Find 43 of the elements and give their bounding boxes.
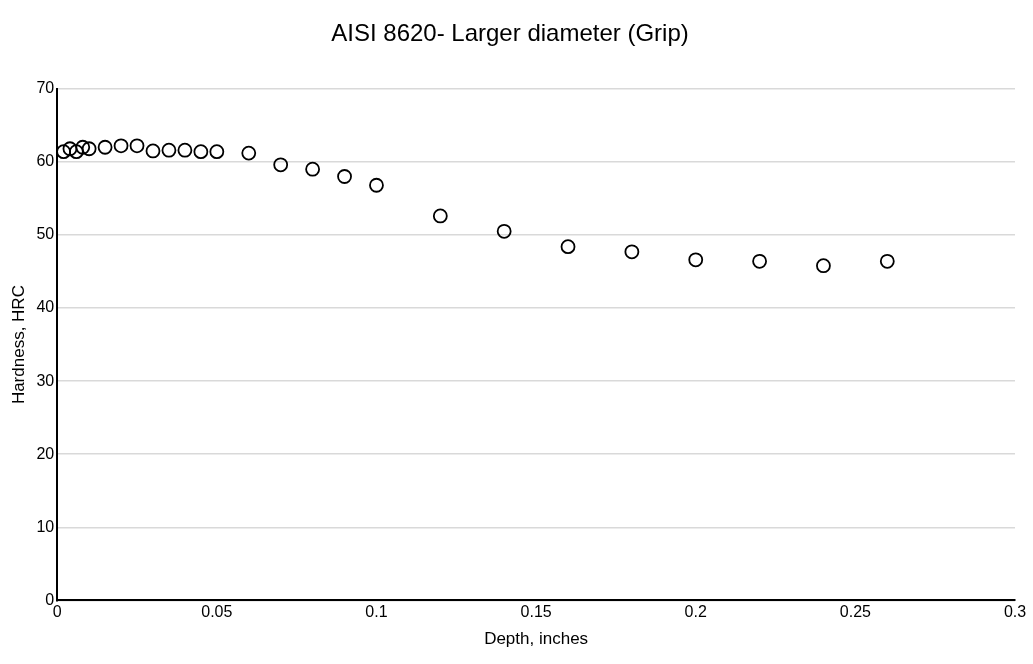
y-tick-label: 20 xyxy=(36,444,55,462)
point xyxy=(81,141,97,157)
point xyxy=(432,208,448,224)
x-axis-title: Depth, inches xyxy=(484,629,589,649)
point xyxy=(752,253,767,269)
point xyxy=(177,142,193,158)
y-tick-label: 60 xyxy=(36,152,55,170)
y-tick-label: 30 xyxy=(36,371,55,389)
point xyxy=(62,141,78,157)
point xyxy=(68,144,84,160)
y-tick-label: 50 xyxy=(36,225,55,243)
point xyxy=(161,142,177,158)
point xyxy=(129,138,145,154)
point xyxy=(97,139,113,155)
y-tick-label: 40 xyxy=(36,298,55,316)
point xyxy=(305,161,321,177)
point xyxy=(145,143,161,159)
point xyxy=(209,144,225,160)
x-tick-label: 0.3 xyxy=(1003,603,1027,621)
y-tick-label: 10 xyxy=(36,517,55,535)
point xyxy=(879,253,895,269)
y-tick-label: 70 xyxy=(36,79,55,97)
x-tick-label: 0.05 xyxy=(201,603,233,621)
point xyxy=(688,252,704,268)
point xyxy=(816,258,831,274)
point xyxy=(560,239,576,255)
point xyxy=(75,139,91,155)
point xyxy=(57,144,71,160)
point xyxy=(496,223,512,239)
y-axis-title: Hardness, HRC xyxy=(8,285,28,405)
point xyxy=(193,144,209,160)
point xyxy=(273,157,289,173)
point xyxy=(337,169,352,184)
point xyxy=(624,244,640,260)
chart-title: AISI 8620- Larger diameter (Grip) xyxy=(331,19,689,47)
point xyxy=(241,145,257,161)
x-tick-label: 0.1 xyxy=(365,603,388,621)
y-tick-label: 0 xyxy=(45,590,55,608)
x-tick-label: 0.2 xyxy=(684,603,707,621)
point xyxy=(369,177,384,193)
point xyxy=(113,138,129,154)
x-tick-label: 0.15 xyxy=(520,603,552,621)
x-tick-label: 0.25 xyxy=(839,603,872,621)
